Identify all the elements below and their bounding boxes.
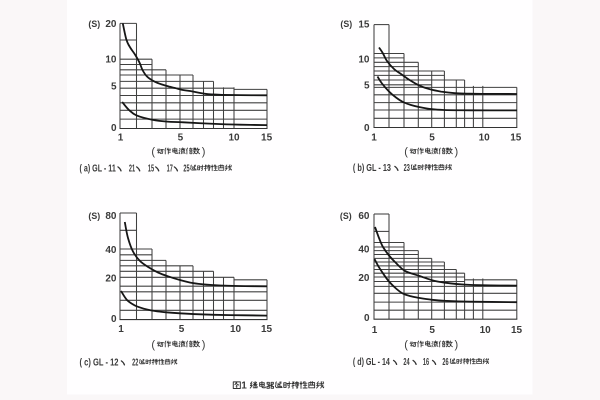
svg-text:): ) xyxy=(455,339,459,351)
svg-text:10: 10 xyxy=(358,55,370,66)
svg-text:16: 16 xyxy=(423,357,429,368)
svg-text:10: 10 xyxy=(105,55,117,66)
svg-text:(: ( xyxy=(404,339,408,351)
svg-text:( a) GL - 11: ( a) GL - 11 xyxy=(80,163,117,174)
svg-text:10: 10 xyxy=(479,133,491,144)
svg-text:): ) xyxy=(455,146,459,158)
svg-text:20: 20 xyxy=(105,273,117,284)
svg-text:0: 0 xyxy=(364,313,370,324)
svg-text:40: 40 xyxy=(105,245,117,256)
svg-text:5: 5 xyxy=(429,133,435,144)
svg-text:10: 10 xyxy=(480,325,492,336)
svg-text:1: 1 xyxy=(371,133,377,144)
svg-text:20: 20 xyxy=(105,19,117,30)
svg-text:17: 17 xyxy=(167,163,173,174)
svg-text:5: 5 xyxy=(364,81,370,92)
svg-text:1: 1 xyxy=(118,133,124,144)
svg-text:5: 5 xyxy=(178,133,184,144)
svg-text:5: 5 xyxy=(111,82,117,93)
svg-text:21: 21 xyxy=(129,163,135,174)
svg-text:80: 80 xyxy=(105,211,117,222)
svg-text:15: 15 xyxy=(358,19,370,30)
svg-text:(S): (S) xyxy=(88,19,100,29)
svg-text:0: 0 xyxy=(111,314,117,325)
svg-text:10: 10 xyxy=(230,324,242,335)
svg-text:5: 5 xyxy=(429,325,435,336)
svg-text:( b) GL - 13: ( b) GL - 13 xyxy=(353,163,391,174)
svg-text:0: 0 xyxy=(364,123,370,134)
svg-text:40: 40 xyxy=(358,245,370,256)
svg-text:24: 24 xyxy=(403,357,409,368)
svg-text:22: 22 xyxy=(132,357,138,368)
svg-text:60: 60 xyxy=(358,211,370,222)
svg-text:( d) GL - 14: ( d) GL - 14 xyxy=(353,357,390,368)
svg-text:15: 15 xyxy=(261,324,273,335)
svg-text:26: 26 xyxy=(442,357,448,368)
svg-text:23: 23 xyxy=(404,163,410,174)
svg-text:1: 1 xyxy=(372,325,378,336)
svg-text:25: 25 xyxy=(183,163,189,174)
svg-text:15: 15 xyxy=(261,133,273,144)
svg-text:0: 0 xyxy=(111,123,117,134)
svg-text:1: 1 xyxy=(118,324,124,335)
svg-text:5: 5 xyxy=(179,324,185,335)
svg-text:15: 15 xyxy=(511,325,523,336)
svg-text:): ) xyxy=(202,339,206,351)
svg-text:): ) xyxy=(202,146,206,158)
svg-text:(S): (S) xyxy=(88,211,100,221)
svg-text:10: 10 xyxy=(228,133,240,144)
svg-text:1: 1 xyxy=(241,381,247,392)
svg-text:20: 20 xyxy=(358,273,370,284)
svg-text:15: 15 xyxy=(510,133,522,144)
svg-text:( c) GL - 12: ( c) GL - 12 xyxy=(80,357,119,368)
svg-text:(: ( xyxy=(151,146,155,158)
svg-text:15: 15 xyxy=(148,163,154,174)
svg-text:(S): (S) xyxy=(340,211,352,221)
svg-text:(: ( xyxy=(151,339,155,351)
svg-text:(S): (S) xyxy=(340,19,352,29)
svg-text:(: ( xyxy=(404,146,408,158)
